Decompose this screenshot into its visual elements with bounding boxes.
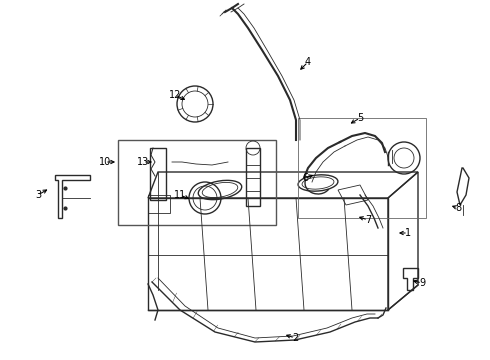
Text: 9: 9: [419, 278, 425, 288]
Bar: [150, 148, 166, 200]
Bar: [118, 140, 276, 225]
Text: 7: 7: [365, 215, 371, 225]
Bar: [148, 195, 170, 213]
Text: 6: 6: [302, 173, 308, 183]
Text: 3: 3: [35, 190, 41, 200]
Bar: [298, 118, 426, 218]
Text: 1: 1: [405, 228, 411, 238]
Text: 2: 2: [292, 333, 298, 343]
Text: 12: 12: [169, 90, 181, 100]
Text: 4: 4: [305, 57, 311, 67]
Text: 13: 13: [137, 157, 149, 167]
Text: 11: 11: [174, 190, 186, 200]
Text: 10: 10: [99, 157, 111, 167]
Text: 8: 8: [455, 203, 461, 213]
Bar: [246, 148, 260, 206]
Text: 5: 5: [357, 113, 363, 123]
